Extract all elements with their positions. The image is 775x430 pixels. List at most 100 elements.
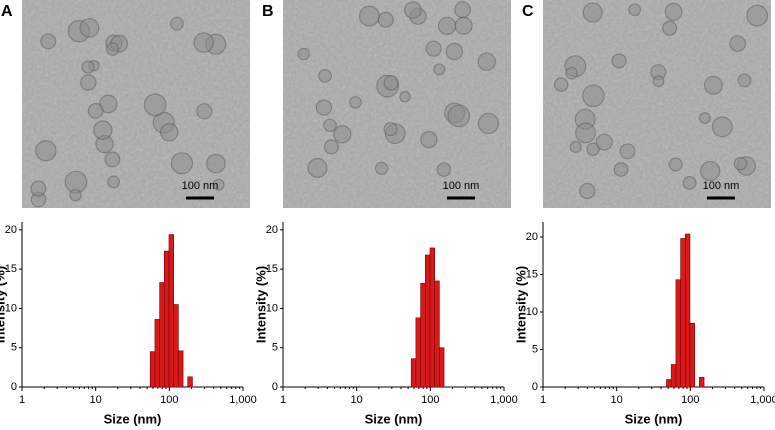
particle bbox=[93, 120, 113, 140]
histogram-bar bbox=[666, 379, 672, 388]
histogram-bar bbox=[434, 280, 440, 388]
particle bbox=[69, 188, 82, 202]
y-axis-label: Intensity (%) bbox=[513, 266, 528, 343]
histogram-bar bbox=[439, 347, 445, 388]
particle bbox=[307, 157, 328, 178]
particle bbox=[437, 16, 457, 36]
histogram-bar bbox=[159, 282, 165, 388]
particle bbox=[433, 63, 446, 76]
particle bbox=[383, 121, 398, 137]
particle bbox=[569, 140, 582, 154]
particle bbox=[698, 112, 711, 125]
particle bbox=[318, 68, 333, 83]
x-tick-label: 100 bbox=[681, 394, 699, 406]
particle bbox=[447, 104, 471, 128]
particle bbox=[445, 42, 464, 61]
particle bbox=[30, 180, 47, 197]
particle bbox=[652, 75, 665, 88]
y-tick-label: 5 bbox=[272, 342, 278, 354]
tem-noise bbox=[22, 0, 250, 208]
histogram-bar bbox=[699, 376, 705, 388]
particle bbox=[105, 42, 120, 56]
histogram-bar bbox=[410, 358, 417, 388]
x-tick-label: 100 bbox=[421, 394, 439, 406]
x-axis-label: Size (nm) bbox=[625, 411, 683, 426]
particle bbox=[553, 77, 569, 92]
histogram-bar bbox=[684, 233, 691, 388]
scale-bar-label: 100 nm bbox=[703, 180, 740, 192]
histogram-bar bbox=[149, 351, 156, 388]
histogram-bar bbox=[168, 234, 174, 388]
particle bbox=[420, 131, 438, 149]
particle bbox=[711, 116, 733, 138]
particle bbox=[582, 2, 603, 23]
particle bbox=[323, 118, 337, 133]
particle bbox=[40, 33, 57, 50]
particle bbox=[611, 53, 627, 69]
particle bbox=[143, 93, 167, 117]
particle bbox=[377, 11, 394, 28]
histogram-bar bbox=[420, 282, 426, 388]
particle bbox=[358, 5, 380, 27]
particle bbox=[700, 160, 721, 182]
histogram-bar bbox=[680, 238, 686, 388]
particle bbox=[206, 153, 226, 174]
particle bbox=[682, 175, 697, 190]
particle bbox=[79, 17, 100, 38]
particle bbox=[315, 99, 333, 116]
x-tick-label: 1,000 bbox=[750, 394, 775, 406]
y-tick-label: 0 bbox=[272, 381, 278, 393]
particle bbox=[333, 125, 352, 144]
y-tick-label: 10 bbox=[526, 306, 538, 318]
x-tick-label: 1 bbox=[19, 394, 25, 406]
particle bbox=[703, 75, 723, 95]
y-tick-label: 20 bbox=[526, 231, 538, 243]
particle bbox=[737, 73, 752, 88]
histogram-bar bbox=[163, 250, 170, 388]
particle bbox=[107, 175, 121, 189]
particle bbox=[595, 133, 613, 151]
particle bbox=[477, 112, 500, 135]
x-tick-label: 1 bbox=[540, 394, 546, 406]
particle bbox=[579, 182, 596, 200]
particle bbox=[323, 139, 340, 155]
particle bbox=[575, 122, 596, 144]
x-axis-label: Size (nm) bbox=[365, 411, 423, 426]
particle bbox=[565, 66, 579, 80]
y-tick-label: 0 bbox=[532, 381, 538, 393]
particle bbox=[160, 123, 179, 142]
particle bbox=[81, 60, 95, 74]
particle bbox=[399, 91, 411, 103]
histogram-bar bbox=[154, 319, 160, 388]
particle bbox=[477, 52, 497, 71]
particle bbox=[104, 151, 121, 168]
particle bbox=[436, 162, 452, 177]
x-tick-label: 10 bbox=[611, 394, 623, 406]
particle bbox=[212, 178, 225, 191]
particle bbox=[733, 156, 748, 171]
y-tick-label: 0 bbox=[11, 381, 17, 393]
y-tick-label: 20 bbox=[266, 224, 278, 236]
y-tick-label: 10 bbox=[266, 302, 278, 314]
particle bbox=[582, 84, 605, 108]
histogram-bar bbox=[415, 317, 421, 388]
panel-label: C bbox=[522, 3, 534, 20]
particle bbox=[454, 16, 473, 35]
particle bbox=[628, 3, 642, 17]
histogram-bar bbox=[178, 350, 184, 388]
particle bbox=[454, 1, 471, 19]
particle bbox=[613, 162, 629, 177]
x-tick-label: 1 bbox=[280, 394, 286, 406]
y-tick-label: 20 bbox=[5, 224, 17, 236]
scale-bar-label: 100 nm bbox=[182, 180, 219, 192]
x-tick-label: 100 bbox=[160, 394, 178, 406]
histogram-bar bbox=[670, 364, 677, 388]
histogram-bar bbox=[173, 304, 179, 388]
particle bbox=[35, 140, 57, 162]
y-axis-label: Intensity (%) bbox=[0, 266, 7, 343]
particle bbox=[80, 74, 97, 91]
y-tick-label: 5 bbox=[11, 342, 17, 354]
y-axis-label: Intensity (%) bbox=[253, 266, 268, 343]
histogram-bar bbox=[429, 247, 435, 388]
